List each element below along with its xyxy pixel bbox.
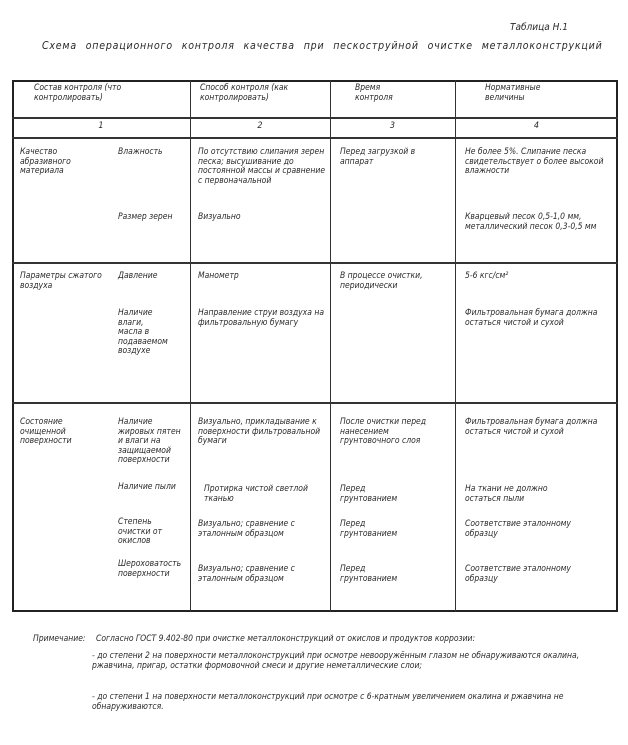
note-item: - до степени 2 на поверхности металлокон… (92, 651, 580, 671)
table-number: Таблица Н.1 (510, 22, 568, 33)
row-divider (12, 262, 618, 264)
param-label: Наличие пыли (118, 482, 176, 492)
param-label: Шероховатость поверхности (118, 559, 182, 579)
norm-text: Кварцевый песок 0,5-1,0 мм, металлически… (465, 212, 597, 232)
norm-text: Фильтровальная бумага должна остаться чи… (465, 308, 598, 328)
param-label: Степень очистки от окислов (118, 517, 162, 546)
method-text: Протирка чистой светлой тканью (204, 484, 308, 504)
time-text: Перед грунтованием (340, 484, 398, 504)
column-divider (330, 80, 331, 612)
time-text: Перед грунтованием (340, 564, 398, 584)
norm-text: Фильтровальная бумага должна остаться чи… (465, 417, 598, 437)
method-text: Направление струи воздуха на фильтроваль… (198, 308, 325, 328)
column-number: 3 (389, 121, 396, 131)
header-norms: Нормативные величины (485, 83, 541, 103)
group-label: Параметры сжатого воздуха (20, 271, 102, 291)
norm-text: Не более 5%. Слипание песка свидетельств… (465, 147, 604, 176)
header-method: Способ контроля (как контролировать) (200, 83, 289, 103)
param-label: Давление (118, 271, 158, 281)
note-item: - до степени 1 на поверхности металлокон… (92, 692, 564, 712)
param-label: Наличие жировых пятен и влаги на защищае… (118, 417, 181, 465)
header-composition: Состав контроля (что контролировать) (34, 83, 122, 103)
column-number: 1 (98, 121, 104, 131)
column-divider (455, 80, 456, 612)
document-title: Схема операционного контроля качества пр… (42, 40, 603, 52)
param-label: Размер зерен (118, 212, 173, 222)
time-text: После очистки перед нанесением грунтовоч… (340, 417, 427, 446)
column-number: 2 (257, 121, 263, 131)
note-label: Примечание: (33, 634, 86, 644)
method-text: Манометр (198, 271, 239, 281)
method-text: Визуально; сравнение с эталонным образцо… (198, 519, 295, 539)
note-intro: Согласно ГОСТ 9.402-80 при очистке метал… (96, 634, 476, 644)
group-label: Состояние очищенной поверхности (20, 417, 72, 446)
header-time: Время контроля (355, 83, 393, 103)
row-divider (12, 402, 618, 404)
norm-text: 5-6 кгс/см² (465, 271, 509, 281)
group-label: Качество абразивного материала (20, 147, 71, 176)
method-text: Визуально (198, 212, 241, 222)
param-label: Влажность (118, 147, 163, 157)
method-text: Визуально, прикладывание к поверхности ф… (198, 417, 321, 446)
method-text: По отсутствию слипания зерен песка; высу… (198, 147, 326, 186)
row-divider (12, 117, 618, 119)
time-text: Перед загрузкой в аппарат (340, 147, 416, 167)
column-divider (190, 80, 191, 612)
time-text: Перед грунтованием (340, 519, 398, 539)
row-divider (12, 137, 618, 139)
column-number: 4 (533, 121, 540, 131)
control-table (12, 80, 618, 612)
norm-text: На ткани не должно остаться пыли (465, 484, 548, 504)
param-label: Наличие влаги, масла в подаваемом воздух… (118, 308, 168, 356)
norm-text: Соответствие эталонному образцу (465, 519, 571, 539)
norm-text: Соответствие эталонному образцу (465, 564, 571, 584)
time-text: В процессе очистки, периодически (340, 271, 423, 291)
method-text: Визуально; сравнение с эталонным образцо… (198, 564, 295, 584)
